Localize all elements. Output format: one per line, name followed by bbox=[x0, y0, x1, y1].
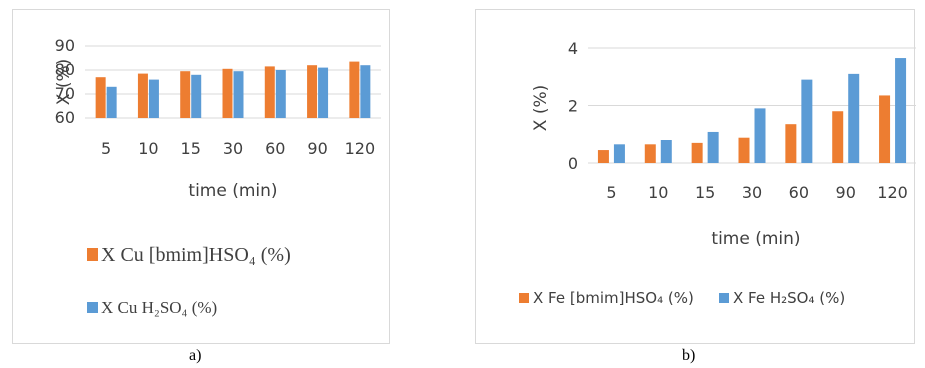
chart-a-bar-series1 bbox=[264, 66, 275, 118]
chart-b-legend-swatch bbox=[719, 293, 729, 303]
chart-b-bar-series2 bbox=[613, 144, 625, 163]
chart-b-bar-series1 bbox=[597, 150, 609, 163]
chart-b-svg: 0 2 4 5 10 15 30 60 90 120 X (%) time (min) X Fe [bm… bbox=[519, 39, 916, 307]
chart-b-bar-series2 bbox=[660, 140, 672, 163]
chart-b-ytick-label: 2 bbox=[568, 97, 578, 116]
chart-b-bar-series2 bbox=[848, 73, 860, 163]
chart-b-bar-series1 bbox=[785, 124, 797, 163]
chart-a-xtick-label: 90 bbox=[307, 139, 327, 158]
chart-a-bar-series1 bbox=[222, 68, 233, 118]
caption-a: a) bbox=[189, 347, 202, 364]
chart-a-x-axis-title: time (min) bbox=[188, 181, 277, 201]
chart-a-legend-swatch bbox=[87, 302, 98, 313]
chart-b-legend-swatch bbox=[519, 293, 529, 303]
chart-a-xtick-label: 15 bbox=[181, 139, 201, 158]
chart-b-xtick-label: 30 bbox=[742, 183, 762, 202]
chart-a-bar-series2 bbox=[360, 65, 371, 118]
chart-b-xtick-label: 120 bbox=[877, 183, 908, 202]
chart-b-bar-series1 bbox=[644, 144, 656, 163]
chart-panel-a: 60 70 80 90 5 10 15 30 60 90 120 X (%) time (min) X C… bbox=[12, 9, 390, 344]
chart-b-bar-series1 bbox=[691, 142, 703, 163]
chart-a-xtick-label: 60 bbox=[265, 139, 285, 158]
chart-a-bar-series2 bbox=[106, 86, 117, 118]
chart-a-bar-series1 bbox=[349, 61, 360, 118]
chart-b-legend-label: X Fe [bmim]HSO₄ (%) bbox=[533, 289, 694, 307]
chart-b-bar-series1 bbox=[879, 95, 891, 163]
chart-a-bar-series1 bbox=[180, 71, 191, 118]
chart-a-xtick-label: 10 bbox=[138, 139, 158, 158]
chart-a-legend-label: X Cu [bmim]HSO₄ (%) bbox=[101, 244, 291, 266]
chart-b-xtick-label: 5 bbox=[606, 183, 616, 202]
chart-b-xtick-label: 90 bbox=[836, 183, 856, 202]
chart-a-bar-series2 bbox=[148, 79, 159, 118]
chart-b-bar-series2 bbox=[707, 131, 719, 163]
chart-panel-b: 0 2 4 5 10 15 30 60 90 120 X (%) time (min) X Fe [bm… bbox=[475, 9, 916, 344]
chart-a-legend-label: X Cu H₂SO₄ (%) bbox=[101, 298, 217, 317]
chart-b-xtick-label: 60 bbox=[789, 183, 809, 202]
chart-a-y-axis-title: X (%) bbox=[54, 59, 74, 105]
chart-a-xtick-label: 5 bbox=[101, 139, 111, 158]
chart-b-xtick-label: 15 bbox=[695, 183, 715, 202]
chart-a-bar-series2 bbox=[275, 70, 286, 118]
chart-a-bar-series1 bbox=[95, 77, 106, 118]
chart-b-ytick-label: 4 bbox=[568, 39, 578, 58]
chart-b-bar-series1 bbox=[832, 111, 844, 163]
caption-b: b) bbox=[682, 347, 696, 364]
chart-a-ytick-label: 70 bbox=[55, 84, 75, 103]
chart-a-bar-series2 bbox=[318, 67, 329, 118]
chart-b-bar-series1 bbox=[738, 137, 750, 163]
chart-a-bar-series2 bbox=[233, 71, 244, 118]
chart-a-ytick-label: 80 bbox=[55, 60, 75, 79]
chart-b-xtick-label: 10 bbox=[648, 183, 668, 202]
chart-a-bar-series1 bbox=[307, 65, 318, 118]
chart-b-ytick-label: 0 bbox=[568, 154, 578, 173]
chart-a-legend-swatch bbox=[87, 248, 98, 261]
chart-a-bar-series2 bbox=[191, 74, 202, 118]
chart-a-xtick-label: 30 bbox=[223, 139, 243, 158]
chart-a-xtick-label: 120 bbox=[345, 139, 376, 158]
chart-b-y-axis-title: X (%) bbox=[531, 85, 551, 131]
chart-b-bar-series2 bbox=[895, 58, 907, 163]
chart-a-ytick-label: 60 bbox=[55, 108, 75, 127]
chart-b-bar-series2 bbox=[801, 79, 813, 163]
chart-b-legend-label: X Fe H₂SO₄ (%) bbox=[733, 289, 845, 307]
chart-a-ytick-label: 90 bbox=[55, 36, 75, 55]
chart-b-bar-series2 bbox=[754, 108, 766, 163]
chart-a-bar-series1 bbox=[137, 73, 148, 118]
chart-b-x-axis-title: time (min) bbox=[711, 229, 800, 249]
chart-a-svg: 60 70 80 90 5 10 15 30 60 90 120 X (%) time (min) X C… bbox=[54, 36, 381, 317]
